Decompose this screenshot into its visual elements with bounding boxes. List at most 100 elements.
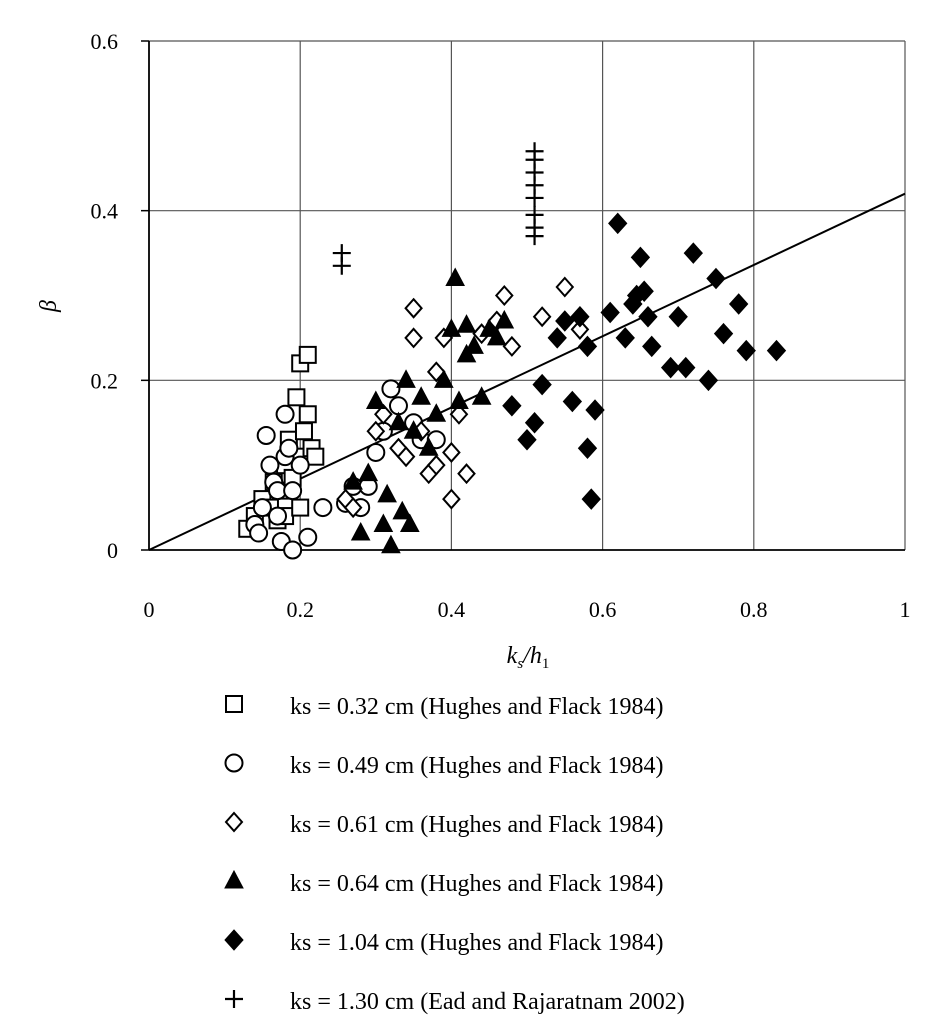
y-tick-label: 0 — [107, 538, 118, 563]
data-point-open-square — [298, 345, 317, 364]
data-point-plus — [525, 188, 544, 207]
series-filled-triangle — [343, 267, 515, 554]
data-point-filled-diamond — [585, 399, 605, 421]
grid-lines — [149, 40, 906, 550]
data-point-filled-diamond — [524, 412, 545, 434]
data-point-filled-diamond — [547, 327, 567, 349]
x-axis-label-slash: /h — [521, 643, 542, 669]
data-point-filled-diamond — [668, 305, 688, 328]
data-point-filled-diamond — [555, 310, 575, 332]
data-point-filled-diamond — [766, 339, 787, 362]
legend-item: ks = 1.30 cm (Ead and Rajaratnam 2002) — [225, 989, 685, 1015]
y-tick-label: 0.2 — [91, 368, 119, 393]
legend-item: ks = 1.04 cm (Hughes and Flack 1984) — [224, 929, 663, 956]
x-tick-label: 0 — [144, 597, 155, 622]
y-tick-label: 0.6 — [91, 29, 119, 54]
x-tick-label: 0.8 — [740, 597, 768, 622]
legend-marker-open-square — [225, 695, 243, 713]
data-point-filled-diamond — [570, 305, 590, 328]
data-point-open-diamond — [404, 297, 423, 319]
data-point-open-circle — [275, 404, 295, 424]
data-point-plus — [525, 227, 544, 246]
data-point-filled-diamond — [532, 373, 552, 396]
data-point-filled-triangle — [486, 326, 507, 346]
x-axis-label-ks-sub: s — [517, 656, 523, 672]
legend-item: ks = 0.64 cm (Hughes and Flack 1984) — [224, 869, 663, 897]
data-point-filled-diamond — [642, 335, 662, 358]
series-filled-diamond — [502, 212, 787, 510]
data-point-filled-triangle — [381, 534, 401, 554]
data-point-filled-triangle — [434, 369, 454, 388]
data-point-filled-diamond — [683, 242, 703, 264]
data-point-open-circle — [381, 379, 401, 399]
data-point-open-square — [294, 422, 313, 441]
legend: ks = 0.32 cm (Hughes and Flack 1984) ks =… — [224, 694, 685, 1015]
data-point-filled-diamond — [698, 369, 719, 392]
data-point-open-square — [291, 498, 310, 517]
data-point-open-circle — [313, 498, 333, 518]
legend-marker-open-diamond — [224, 811, 244, 833]
data-point-open-circle — [283, 481, 303, 501]
legend-label: ks = 0.49 cm (Hughes and Flack 1984) — [290, 753, 663, 779]
series-plus — [332, 142, 544, 275]
data-point-filled-triangle — [479, 318, 500, 337]
data-point-open-diamond — [570, 318, 590, 340]
data-point-open-circle — [268, 506, 288, 526]
data-point-open-square — [306, 447, 325, 466]
data-point-filled-diamond — [638, 305, 658, 328]
data-point-filled-triangle — [418, 437, 439, 456]
data-point-filled-triangle — [373, 513, 394, 533]
legend-label: ks = 1.04 cm (Hughes and Flack 1984) — [290, 930, 663, 956]
data-point-filled-diamond — [713, 322, 734, 345]
data-point-filled-triangle — [343, 471, 363, 490]
data-point-filled-diamond — [577, 437, 598, 459]
x-tick-labels: 0 0.2 0.4 0.6 0.8 1 — [144, 597, 911, 622]
x-tick-label: 0.2 — [286, 597, 314, 622]
legend-marker-filled-triangle — [224, 869, 244, 889]
data-point-filled-triangle — [358, 462, 379, 482]
legend-item: ks = 0.32 cm (Hughes and Flack 1984) — [225, 694, 663, 720]
data-point-filled-triangle — [494, 309, 515, 329]
data-point-filled-diamond — [502, 395, 522, 417]
data-point-open-circle — [260, 455, 280, 475]
data-point-filled-diamond — [608, 212, 628, 235]
data-point-open-diamond — [404, 327, 423, 349]
data-point-filled-triangle — [403, 420, 424, 439]
data-point-filled-triangle — [396, 369, 416, 388]
data-point-filled-triangle — [392, 500, 413, 520]
data-point-open-circle — [290, 455, 310, 475]
data-point-filled-diamond — [634, 280, 654, 303]
data-point-filled-diamond — [581, 488, 601, 510]
data-point-filled-triangle — [441, 318, 462, 337]
data-point-open-diamond — [457, 463, 476, 485]
data-point-open-square — [287, 388, 306, 407]
data-point-open-diamond — [366, 420, 386, 442]
data-point-open-diamond — [396, 446, 416, 468]
data-point-filled-triangle — [411, 386, 431, 405]
data-point-open-diamond — [449, 403, 469, 425]
data-point-filled-diamond — [630, 246, 651, 269]
data-point-open-diamond — [426, 454, 446, 476]
data-point-filled-diamond — [676, 356, 696, 379]
legend-item: ks = 0.61 cm (Hughes and Flack 1984) — [224, 811, 663, 838]
data-point-filled-diamond — [577, 335, 598, 358]
data-point-open-circle — [252, 498, 272, 518]
data-point-open-circle — [279, 438, 299, 458]
legend-label: ks = 1.30 cm (Ead and Rajaratnam 2002) — [290, 989, 685, 1015]
legend-marker-filled-diamond — [224, 929, 244, 951]
data-point-filled-triangle — [456, 314, 477, 333]
x-axis-label-ks: k — [507, 643, 518, 669]
data-point-filled-triangle — [449, 390, 469, 410]
series-open-diamond — [336, 276, 590, 519]
data-point-open-diamond — [494, 284, 514, 307]
legend-item: ks = 0.49 cm (Hughes and Flack 1984) — [224, 753, 663, 779]
data-point-filled-triangle — [464, 335, 484, 354]
data-point-filled-triangle — [426, 403, 447, 422]
data-point-open-diamond — [374, 403, 393, 425]
data-point-open-circle — [298, 527, 318, 547]
x-tick-label: 0.4 — [438, 597, 466, 622]
data-point-open-diamond — [442, 488, 461, 510]
data-point-open-diamond — [343, 497, 363, 519]
data-point-filled-triangle — [399, 513, 420, 533]
